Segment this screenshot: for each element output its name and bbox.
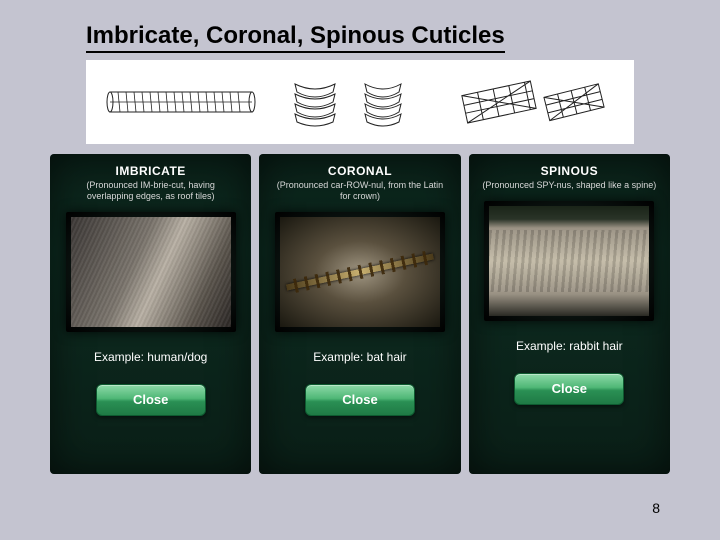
cards-row: IMBRICATE (Pronounced IM-brie-cut, havin… bbox=[50, 154, 670, 474]
photo-spinous bbox=[484, 201, 654, 321]
close-button[interactable]: Close bbox=[96, 384, 206, 416]
card-subtitle: (Pronounced SPY-nus, shaped like a spine… bbox=[478, 180, 660, 191]
page-title: Imbricate, Coronal, Spinous Cuticles bbox=[86, 22, 505, 53]
photo-imbricate bbox=[66, 212, 236, 332]
card-coronal: CORONAL (Pronounced car-ROW-nul, from th… bbox=[259, 154, 460, 474]
card-title: SPINOUS bbox=[541, 164, 599, 178]
hair-photo-icon bbox=[71, 217, 231, 327]
diagram-imbricate-icon bbox=[106, 78, 256, 126]
example-label: Example: human/dog bbox=[94, 350, 207, 364]
close-button[interactable]: Close bbox=[305, 384, 415, 416]
photo-coronal bbox=[275, 212, 445, 332]
card-subtitle: (Pronounced car-ROW-nul, from the Latin … bbox=[267, 180, 452, 202]
card-title: IMBRICATE bbox=[116, 164, 186, 178]
page-number: 8 bbox=[652, 500, 660, 516]
card-spinous: SPINOUS (Pronounced SPY-nus, shaped like… bbox=[469, 154, 670, 474]
hair-photo-icon bbox=[280, 217, 440, 327]
example-label: Example: bat hair bbox=[313, 350, 406, 364]
example-label: Example: rabbit hair bbox=[516, 339, 623, 353]
hair-photo-icon bbox=[489, 206, 649, 316]
slide: Imbricate, Coronal, Spinous Cuticles bbox=[0, 0, 720, 540]
diagram-coronal-icon bbox=[285, 72, 425, 132]
card-imbricate: IMBRICATE (Pronounced IM-brie-cut, havin… bbox=[50, 154, 251, 474]
card-title: CORONAL bbox=[328, 164, 392, 178]
diagram-spinous-icon bbox=[454, 74, 614, 130]
card-subtitle: (Pronounced IM-brie-cut, having overlapp… bbox=[58, 180, 243, 202]
close-button[interactable]: Close bbox=[514, 373, 624, 405]
diagram-strip bbox=[86, 60, 634, 144]
